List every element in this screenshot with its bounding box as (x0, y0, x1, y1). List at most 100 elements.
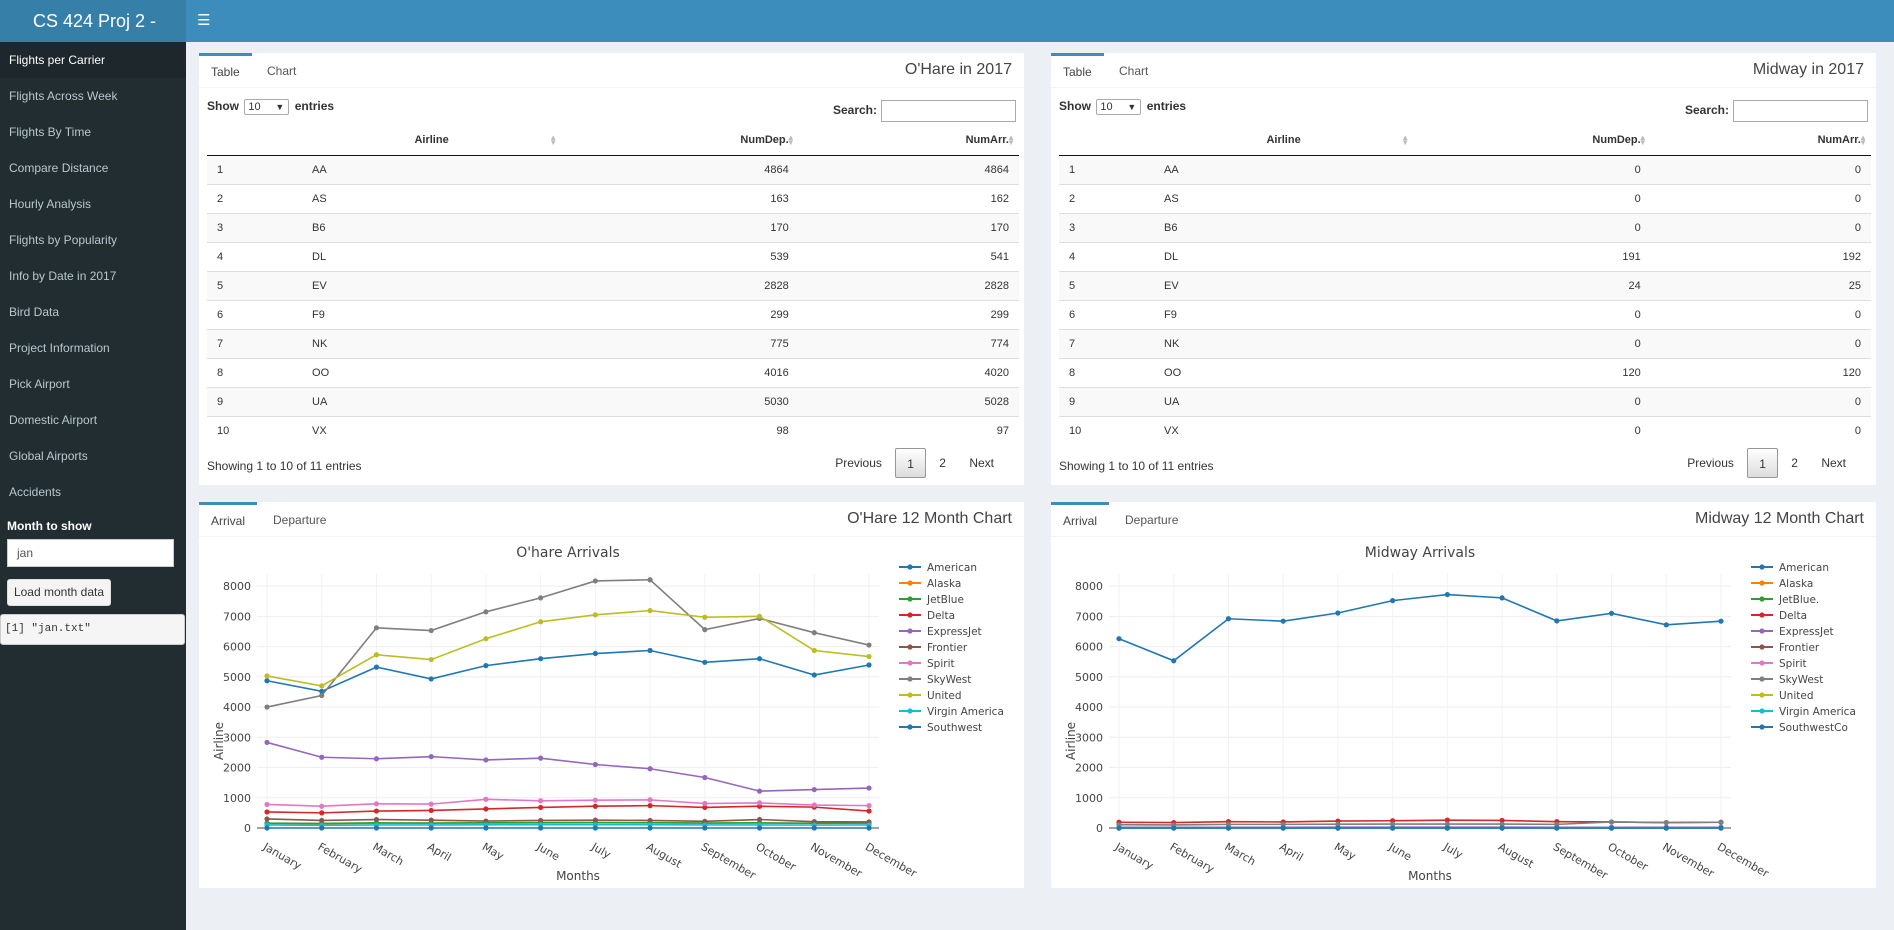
data-point (264, 801, 270, 808)
sidebar-item-bird-data[interactable]: Bird Data (9, 305, 60, 319)
data-point (702, 800, 708, 807)
series-line (266, 821, 870, 825)
previous-button[interactable]: Previous (1687, 456, 1734, 470)
column-header[interactable]: NumDep. ▲ ▼ (561, 125, 799, 156)
table-cell: 7 (1059, 328, 1155, 358)
legend-label: Spirit (1779, 658, 1807, 670)
tab-table[interactable]: Table (199, 53, 252, 88)
sidebar-item-project-information[interactable]: Project Information (9, 341, 110, 355)
data-point (483, 818, 489, 824)
search-area: Search: (1685, 99, 1868, 122)
table-row: 10 VX 98 97 (207, 415, 1019, 445)
sidebar-item-domestic-airport[interactable]: Domestic Airport (9, 413, 98, 427)
page-2-button[interactable]: 2 (939, 456, 946, 470)
x-tick-label: July (1440, 840, 1465, 862)
sidebar-item-flights-across-week[interactable]: Flights Across Week (9, 89, 118, 103)
sidebar-item-accidents[interactable]: Accidents (9, 485, 62, 499)
table-cell: DL (1154, 241, 1414, 271)
sidebar-item-info-by-date-in-2017[interactable]: Info by Date in 2017 (9, 269, 117, 283)
page-1-button[interactable]: 1 (895, 448, 926, 478)
tab-departure[interactable]: Departure (1125, 513, 1179, 527)
x-tick-label: April (425, 840, 453, 864)
data-point (319, 688, 325, 694)
column-header[interactable]: Airline ▲ ▼ (302, 125, 562, 156)
table-cell: 0 (1650, 386, 1871, 416)
data-point (319, 825, 325, 831)
entries-select[interactable]: 10 ▼ (1096, 98, 1142, 115)
sidebar-item-flights-per-carrier[interactable]: Flights per Carrier (0, 42, 186, 78)
y-tick-label: 8000 (223, 580, 251, 593)
data-point (1718, 825, 1724, 831)
page-2-button[interactable]: 2 (1791, 456, 1798, 470)
load-month-button[interactable]: Load month data (7, 579, 111, 606)
tab-arrival[interactable]: Arrival (1051, 502, 1110, 537)
x-tick-label: February (1168, 840, 1217, 876)
column-header[interactable]: Airline ▲ ▼ (1154, 125, 1414, 156)
table-cell: 2828 (798, 270, 1019, 300)
y-tick-label: 1000 (223, 792, 251, 805)
table-cell: 0 (1413, 183, 1651, 213)
data-point (373, 825, 380, 831)
data-point (811, 786, 817, 793)
entries-label: entries (294, 99, 335, 113)
page-1-button[interactable]: 1 (1747, 448, 1778, 478)
next-button[interactable]: Next (969, 456, 994, 470)
sidebar-item-global-airports[interactable]: Global Airports (9, 449, 88, 463)
chart-title: O'hare Arrivals (516, 545, 620, 561)
table-cell: 2828 (561, 270, 799, 300)
hamburger-menu-icon[interactable]: ☰ (197, 12, 211, 29)
table-cell: 0 (1413, 299, 1651, 329)
table-row: 3 B6 170 170 (207, 212, 1019, 242)
x-tick-label: July (588, 840, 613, 862)
midway-chart-box: Arrival Departure Midway 12 Month Chart … (1051, 502, 1876, 888)
column-header[interactable] (1059, 125, 1155, 156)
month-input[interactable]: jan (7, 539, 174, 567)
legend-label: Delta (927, 610, 955, 622)
table-row: 8 OO 4016 4020 (207, 357, 1019, 387)
column-header[interactable]: NumDep. ▲ ▼ (1413, 125, 1651, 156)
table-cell: EV (302, 270, 562, 300)
data-point (483, 663, 489, 669)
entries-select[interactable]: 10 ▼ (244, 98, 290, 115)
table-cell: AS (1154, 183, 1414, 213)
data-point (373, 664, 380, 670)
sidebar-item-flights-by-time[interactable]: Flights By Time (9, 125, 92, 139)
table-cell: 162 (798, 183, 1019, 213)
midway-chart-tabs: Arrival Departure (1051, 502, 1876, 537)
next-button[interactable]: Next (1821, 456, 1846, 470)
data-point (428, 627, 434, 634)
data-point (538, 619, 544, 625)
ohare-table-tabs: Table Chart (199, 53, 1024, 88)
entries-length: Show 10 ▼ entries (1059, 97, 1186, 115)
tab-arrival[interactable]: Arrival (199, 502, 258, 537)
search-input[interactable] (881, 99, 1016, 122)
search-input[interactable] (1733, 99, 1868, 122)
entries-select-value: 10 (248, 100, 261, 113)
tab-departure[interactable]: Departure (273, 513, 327, 527)
column-header[interactable]: NumArr. ▲ ▼ (1650, 125, 1871, 156)
tab-table[interactable]: Table (1051, 53, 1104, 88)
table-cell: 8 (207, 357, 303, 387)
sort-icon: ▲ ▼ (549, 133, 558, 147)
legend-label: JetBlue. (1778, 594, 1819, 606)
data-point (866, 825, 872, 831)
pagination: Previous 1 2 Next (825, 448, 1004, 478)
y-tick-label: 2000 (1075, 762, 1103, 775)
sidebar-item-hourly-analysis[interactable]: Hourly Analysis (9, 197, 92, 211)
column-header[interactable] (207, 125, 303, 156)
tab-chart[interactable]: Chart (267, 64, 297, 78)
y-tick-label: 7000 (223, 610, 251, 623)
column-header[interactable]: NumArr. ▲ ▼ (798, 125, 1019, 156)
previous-button[interactable]: Previous (835, 456, 882, 470)
y-tick-label: 3000 (223, 731, 251, 744)
table-cell: 0 (1650, 183, 1871, 213)
sidebar-item-flights-by-popularity[interactable]: Flights by Popularity (9, 233, 118, 247)
sidebar-item-pick-airport[interactable]: Pick Airport (9, 377, 70, 391)
x-tick-label: September (699, 840, 759, 882)
table-row: 10 VX 0 0 (1059, 415, 1871, 445)
table-cell: 775 (561, 328, 799, 358)
tab-chart[interactable]: Chart (1119, 64, 1149, 78)
data-table: Airline ▲ ▼ NumDep. ▲ ▼ NumArr. ▲ ▼ 1 AA 0 0 2 AS 0 0 3 B6… (1059, 125, 1871, 445)
table-cell: 541 (798, 241, 1019, 271)
sidebar-item-compare-distance[interactable]: Compare Distance (9, 161, 109, 175)
